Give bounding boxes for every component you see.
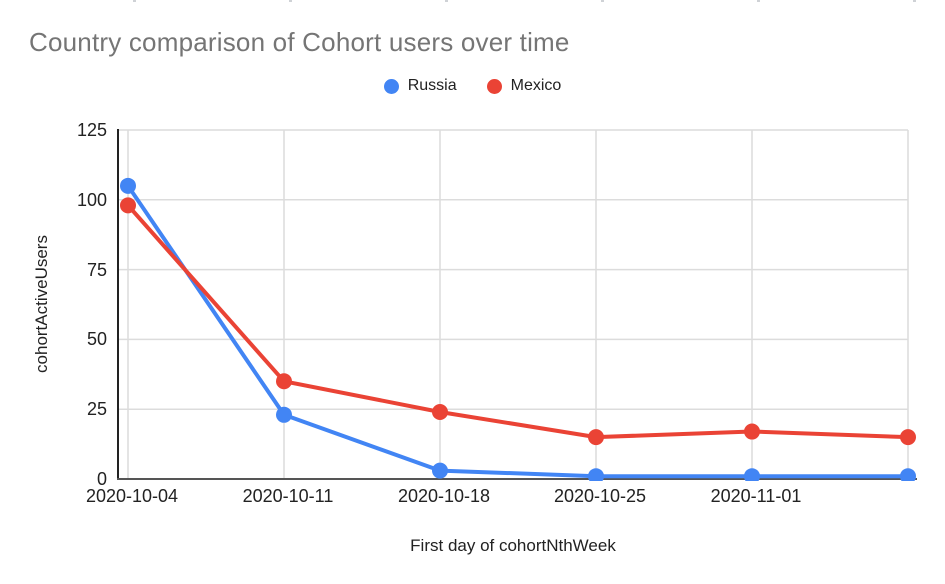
data-point-russia-5[interactable]: [900, 468, 916, 484]
data-point-russia-0[interactable]: [120, 177, 136, 194]
data-point-mexico-1[interactable]: [276, 373, 292, 390]
x-tick-label: 2020-10-18: [397, 486, 491, 506]
x-tick-label: 2020-11-01: [710, 486, 802, 506]
legend-marker-icon: [383, 78, 399, 94]
legend-marker-icon: [486, 78, 502, 94]
legend: Russia Mexico: [0, 77, 945, 95]
legend-label: Russia: [407, 77, 457, 94]
y-tick-label: 50: [86, 329, 107, 350]
series-line-russia: [126, 183, 910, 479]
data-point-russia-3[interactable]: [588, 468, 604, 484]
x-tick-label: 2020-10-25: [553, 486, 647, 506]
cropped-gridline-mark: [289, 0, 292, 2]
data-point-mexico-0[interactable]: [120, 197, 136, 214]
legend-item-mexico[interactable]: Mexico: [486, 77, 562, 95]
y-tick-label: 75: [86, 259, 107, 280]
cropped-gridline-mark: [133, 0, 136, 2]
data-point-russia-2[interactable]: [432, 462, 448, 479]
data-point-russia-1[interactable]: [276, 406, 292, 423]
series-line-mexico: [126, 203, 910, 440]
cropped-gridline-mark: [913, 0, 916, 2]
y-tick-label: 100: [76, 189, 107, 210]
legend-item-russia[interactable]: Russia: [383, 77, 457, 95]
cropped-gridline-mark: [601, 0, 604, 2]
x-tick-label: 2020-10-04: [85, 486, 179, 506]
y-tick-label: 0: [96, 469, 107, 489]
x-axis-title: First day of cohortNthWeek: [410, 536, 616, 555]
chart-title: Country comparison of Cohort users over …: [29, 27, 570, 57]
y-axis-title: cohortActiveUsers: [32, 235, 51, 373]
data-point-mexico-2[interactable]: [432, 403, 448, 420]
data-point-russia-4[interactable]: [744, 468, 760, 484]
legend-label: Mexico: [510, 77, 562, 94]
x-tick-label: 2020-10-11: [242, 486, 334, 506]
data-point-mexico-4[interactable]: [744, 423, 760, 440]
y-tick-label: 125: [76, 120, 107, 140]
cropped-gridline-mark: [445, 0, 448, 2]
y-tick-label: 25: [86, 399, 107, 420]
cropped-gridline-mark: [757, 0, 760, 2]
data-point-mexico-3[interactable]: [588, 429, 604, 446]
data-point-mexico-5[interactable]: [900, 429, 916, 446]
series-layer: [120, 177, 916, 484]
